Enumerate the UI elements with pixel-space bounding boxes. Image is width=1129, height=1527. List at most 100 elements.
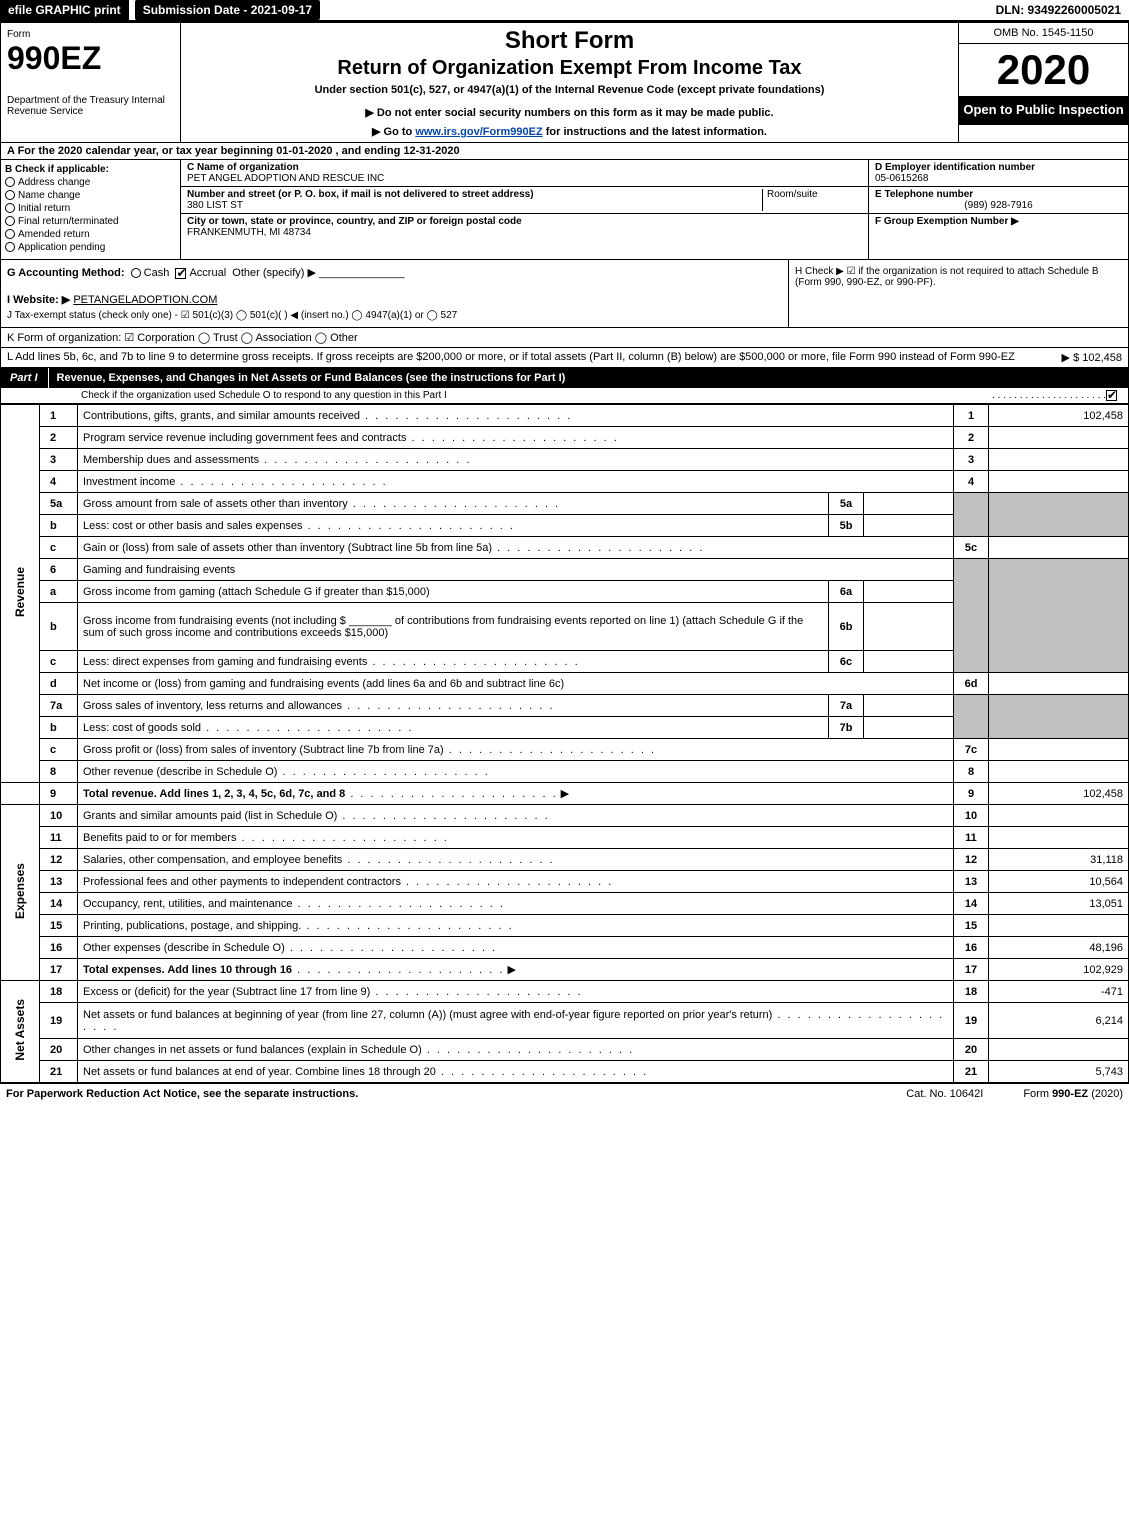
line-17-value: 102,929 xyxy=(989,959,1129,981)
check-amended-return[interactable]: Amended return xyxy=(5,229,176,240)
irs-link[interactable]: www.irs.gov/Form990EZ xyxy=(415,126,542,138)
line-13-value: 10,564 xyxy=(989,871,1129,893)
check-final-return[interactable]: Final return/terminated xyxy=(5,216,176,227)
table-row: Net Assets 18 Excess or (deficit) for th… xyxy=(1,981,1129,1003)
dln: DLN: 93492260005021 xyxy=(988,0,1129,20)
table-row: 14 Occupancy, rent, utilities, and maint… xyxy=(1,893,1129,915)
top-bar: efile GRAPHIC print Submission Date - 20… xyxy=(0,0,1129,22)
note2-pre: ▶ Go to xyxy=(372,126,415,138)
note2-post: for instructions and the latest informat… xyxy=(543,126,767,138)
under-section: Under section 501(c), 527, or 4947(a)(1)… xyxy=(189,84,950,96)
info-grid: B Check if applicable: Address change Na… xyxy=(0,160,1129,260)
col-b: B Check if applicable: Address change Na… xyxy=(1,160,181,259)
line-14-value: 13,051 xyxy=(989,893,1129,915)
row-l-text: L Add lines 5b, 6c, and 7b to line 9 to … xyxy=(7,351,1062,364)
table-row: d Net income or (loss) from gaming and f… xyxy=(1,673,1129,695)
form-number: 990EZ xyxy=(7,40,174,77)
section-h: H Check ▶ ☑ if the organization is not r… xyxy=(788,260,1128,327)
header-left: Form 990EZ Department of the Treasury In… xyxy=(1,23,181,142)
part-1-header: Part I Revenue, Expenses, and Changes in… xyxy=(0,368,1129,388)
form-label: Form xyxy=(7,29,174,40)
table-row: 9 Total revenue. Add lines 1, 2, 3, 4, 5… xyxy=(1,783,1129,805)
table-row: c Gain or (loss) from sale of assets oth… xyxy=(1,537,1129,559)
net-assets-section-label: Net Assets xyxy=(1,981,40,1083)
city-state-zip: FRANKENMUTH, MI 48734 xyxy=(187,227,311,238)
ein-cell: D Employer identification number 05-0615… xyxy=(869,160,1128,187)
cash-radio[interactable] xyxy=(131,268,141,278)
table-row: 21 Net assets or fund balances at end of… xyxy=(1,1061,1129,1083)
table-row: 13 Professional fees and other payments … xyxy=(1,871,1129,893)
table-row: 7a Gross sales of inventory, less return… xyxy=(1,695,1129,717)
public-inspection: Open to Public Inspection xyxy=(959,96,1128,125)
ein-value: 05-0615268 xyxy=(875,173,928,184)
table-row: 20 Other changes in net assets or fund b… xyxy=(1,1039,1129,1061)
org-name: PET ANGEL ADOPTION AND RESCUE INC xyxy=(187,173,384,184)
omb-number: OMB No. 1545-1150 xyxy=(959,23,1128,44)
city-row: City or town, state or province, country… xyxy=(181,214,868,240)
line-18-value: -471 xyxy=(989,981,1129,1003)
check-name-change[interactable]: Name change xyxy=(5,190,176,201)
form-header: Form 990EZ Department of the Treasury In… xyxy=(0,22,1129,143)
tax-exempt-status: J Tax-exempt status (check only one) - ☑… xyxy=(7,310,782,321)
ssn-warning: ▶ Do not enter social security numbers o… xyxy=(189,106,950,119)
table-row: 11 Benefits paid to or for members 11 xyxy=(1,827,1129,849)
col-c: C Name of organization PET ANGEL ADOPTIO… xyxy=(181,160,868,259)
table-row: 3 Membership dues and assessments 3 xyxy=(1,449,1129,471)
group-exemption-label: F Group Exemption Number ▶ xyxy=(875,216,1019,227)
table-row: 15 Printing, publications, postage, and … xyxy=(1,915,1129,937)
telephone-label: E Telephone number xyxy=(875,189,973,200)
line-12-value: 31,118 xyxy=(989,849,1129,871)
address-label: Number and street (or P. O. box, if mail… xyxy=(187,189,534,200)
department: Department of the Treasury Internal Reve… xyxy=(7,95,174,117)
table-row: 6 Gaming and fundraising events xyxy=(1,559,1129,581)
line-16-value: 48,196 xyxy=(989,937,1129,959)
table-row: Expenses 10 Grants and similar amounts p… xyxy=(1,805,1129,827)
schedule-b-check: H Check ▶ ☑ if the organization is not r… xyxy=(795,266,1122,277)
telephone-value: (989) 928-7916 xyxy=(875,200,1122,211)
website-value[interactable]: PETANGELADOPTION.COM xyxy=(73,294,217,306)
part-1-title: Revenue, Expenses, and Changes in Net As… xyxy=(49,368,1129,388)
table-row: 17 Total expenses. Add lines 10 through … xyxy=(1,959,1129,981)
form-version: Form 990-EZ (2020) xyxy=(1023,1088,1123,1100)
part-1-tab: Part I xyxy=(0,368,49,388)
check-address-change[interactable]: Address change xyxy=(5,177,176,188)
accrual-checkbox[interactable] xyxy=(175,268,186,279)
header-center: Short Form Return of Organization Exempt… xyxy=(181,23,958,142)
telephone-cell: E Telephone number (989) 928-7916 xyxy=(869,187,1128,214)
street-address: 380 LIST ST xyxy=(187,200,243,211)
tax-year: 2020 xyxy=(959,44,1128,96)
room-suite-label: Room/suite xyxy=(767,189,818,200)
table-row: 5a Gross amount from sale of assets othe… xyxy=(1,493,1129,515)
efile-print-button[interactable]: efile GRAPHIC print xyxy=(0,0,129,20)
table-row: c Gross profit or (loss) from sales of i… xyxy=(1,739,1129,761)
expenses-section-label: Expenses xyxy=(1,805,40,981)
revenue-section-label: Revenue xyxy=(1,405,40,783)
check-initial-return[interactable]: Initial return xyxy=(5,203,176,214)
submission-date: Submission Date - 2021-09-17 xyxy=(135,0,320,20)
page-footer: For Paperwork Reduction Act Notice, see … xyxy=(0,1083,1129,1104)
line-1-value: 102,458 xyxy=(989,405,1129,427)
check-application-pending[interactable]: Application pending xyxy=(5,242,176,253)
line-9-value: 102,458 xyxy=(989,783,1129,805)
org-name-row: C Name of organization PET ANGEL ADOPTIO… xyxy=(181,160,868,187)
table-row: Revenue 1 Contributions, gifts, grants, … xyxy=(1,405,1129,427)
table-row: 8 Other revenue (describe in Schedule O)… xyxy=(1,761,1129,783)
row-gh: G Accounting Method: Cash Accrual Other … xyxy=(0,260,1129,328)
group-exemption-cell: F Group Exemption Number ▶ xyxy=(869,214,1128,259)
schedule-o-checkbox[interactable] xyxy=(1106,390,1117,401)
return-title: Return of Organization Exempt From Incom… xyxy=(189,57,950,80)
line-21-value: 5,743 xyxy=(989,1061,1129,1083)
col-b-header: B Check if applicable: xyxy=(5,164,176,175)
row-k: K Form of organization: ☑ Corporation ◯ … xyxy=(0,328,1129,348)
table-row: 2 Program service revenue including gove… xyxy=(1,427,1129,449)
instructions-link-row: ▶ Go to www.irs.gov/Form990EZ for instru… xyxy=(189,125,950,138)
part-1-sub-text: Check if the organization used Schedule … xyxy=(81,390,992,401)
col-d: D Employer identification number 05-0615… xyxy=(868,160,1128,259)
city-label: City or town, state or province, country… xyxy=(187,216,522,227)
row-l: L Add lines 5b, 6c, and 7b to line 9 to … xyxy=(0,348,1129,368)
org-name-label: C Name of organization xyxy=(187,162,299,173)
schedule-b-forms: (Form 990, 990-EZ, or 990-PF). xyxy=(795,277,1122,288)
accounting-method-label: G Accounting Method: xyxy=(7,267,125,279)
ein-label: D Employer identification number xyxy=(875,162,1035,173)
section-g: G Accounting Method: Cash Accrual Other … xyxy=(1,260,788,327)
